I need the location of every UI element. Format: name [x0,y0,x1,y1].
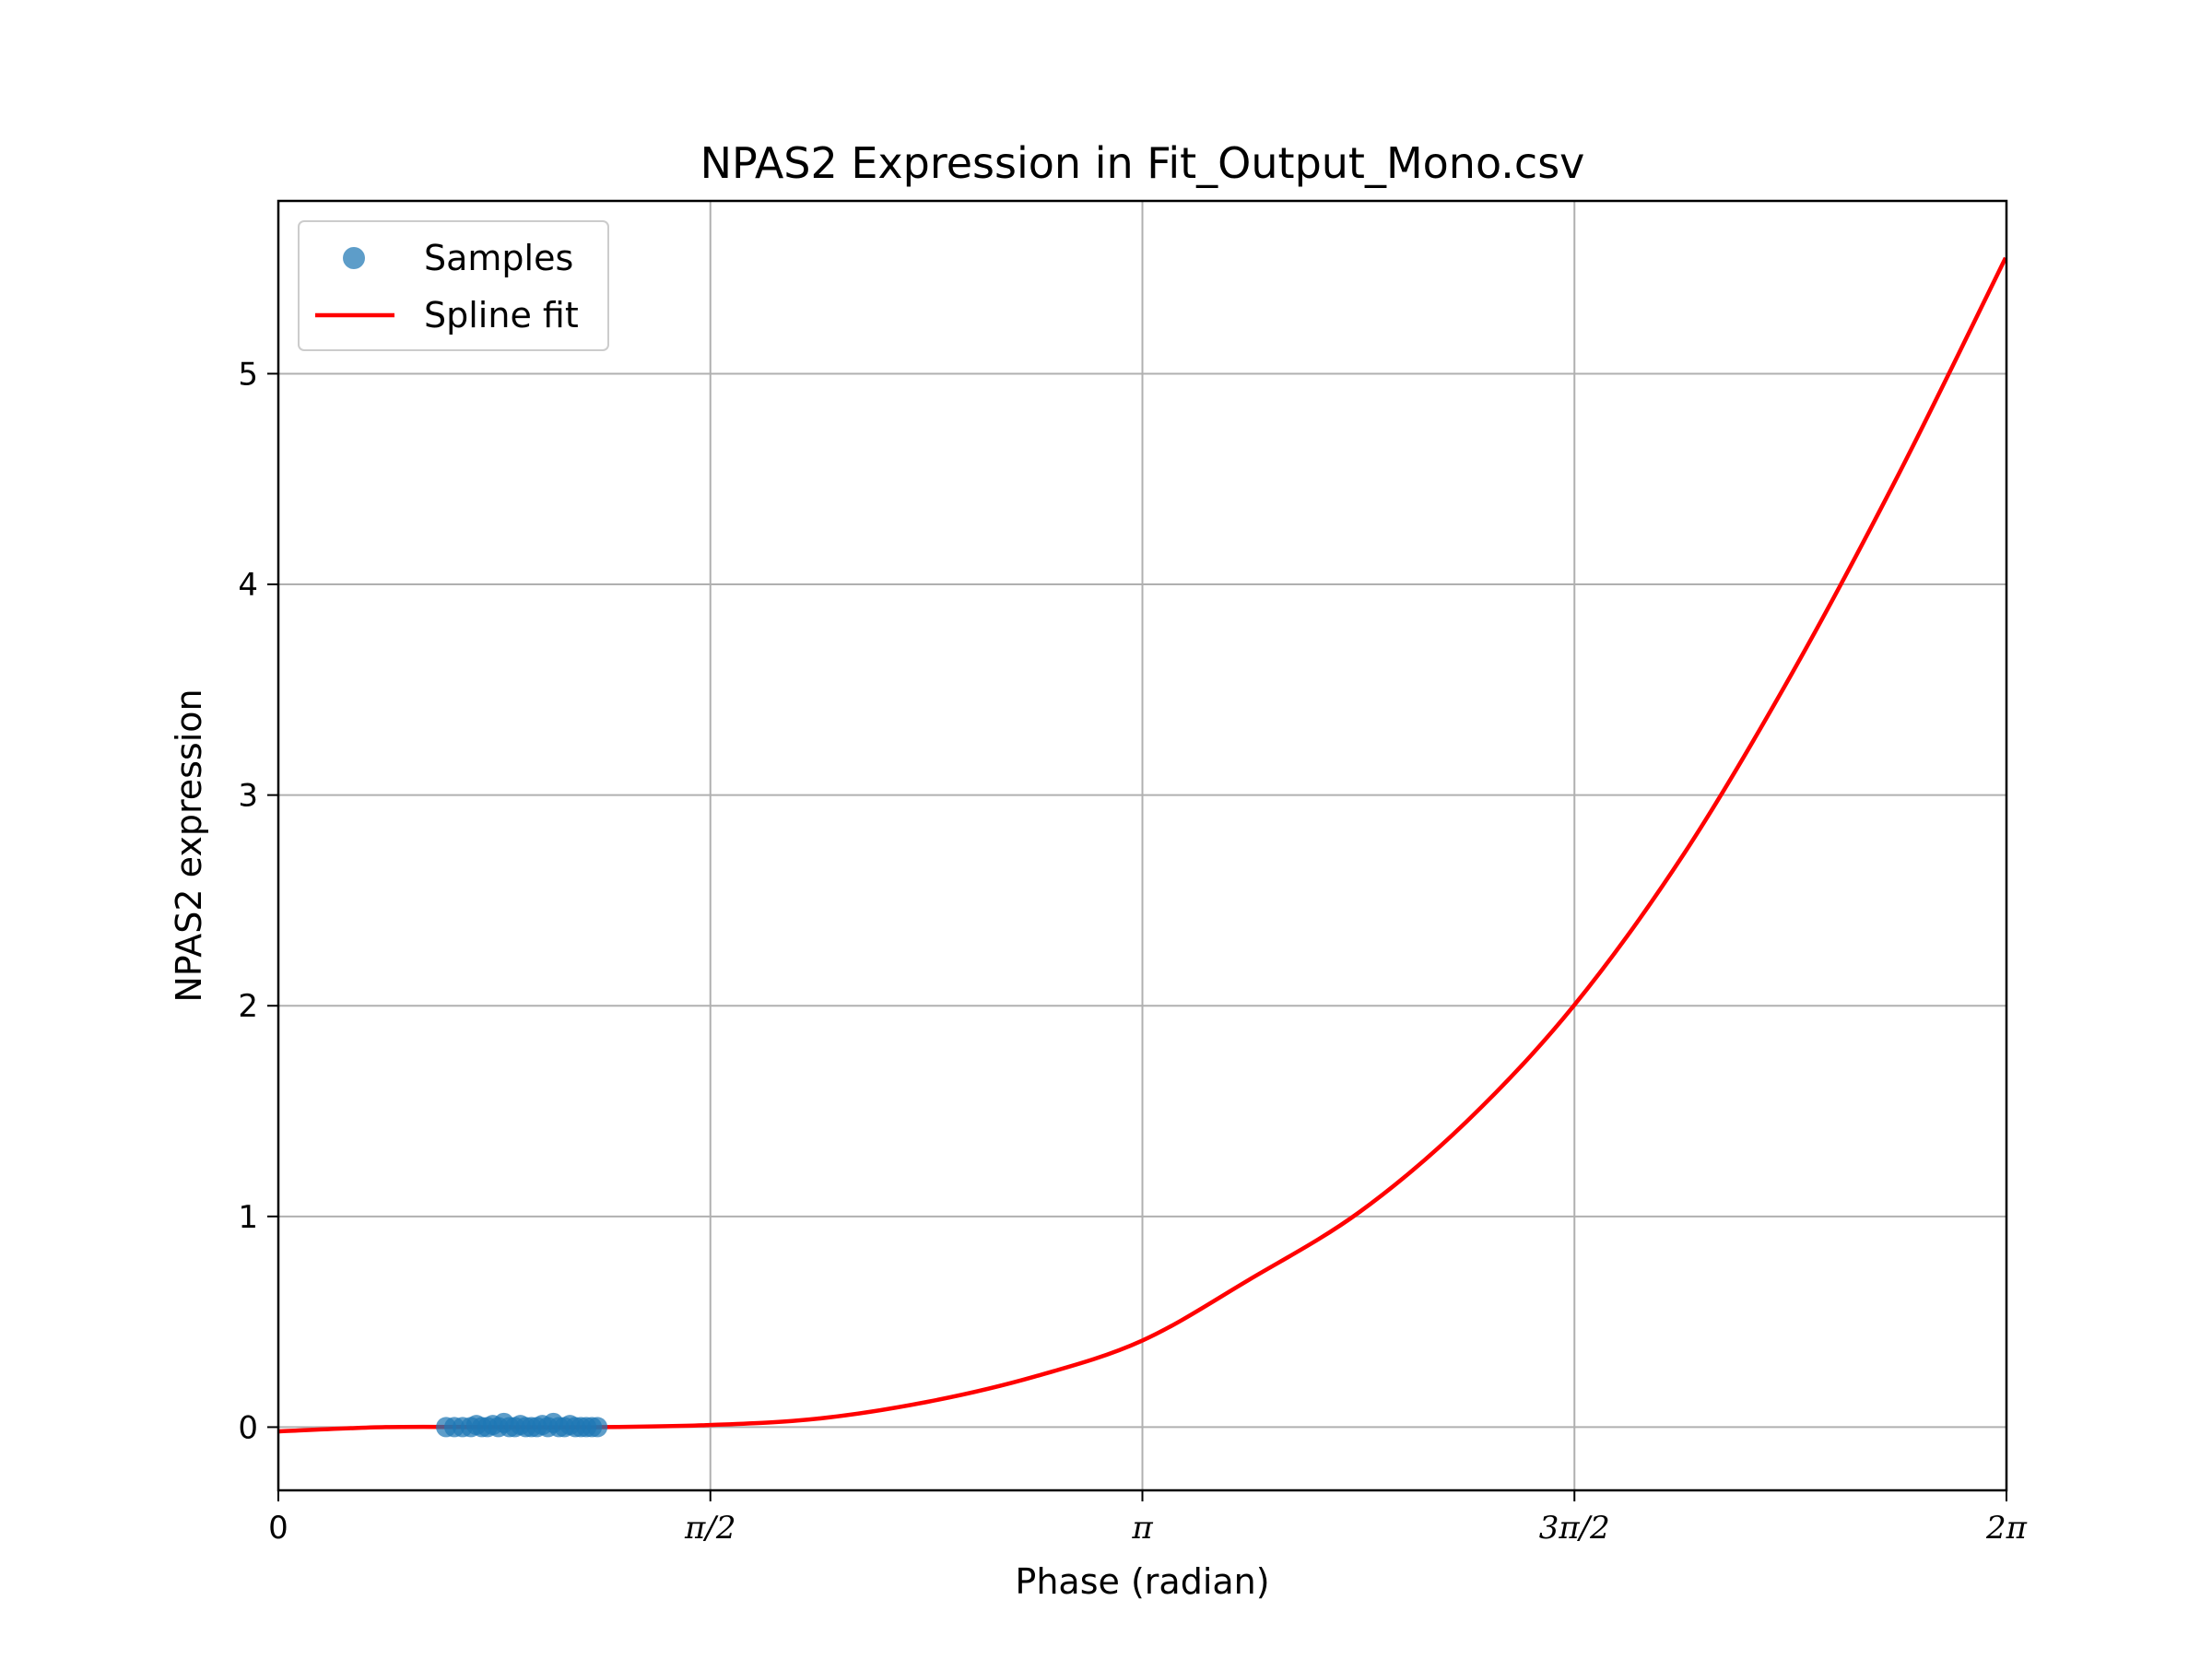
y-tick-label: 1 [238,1199,258,1236]
x-axis-label: Phase (radian) [1015,1561,1269,1602]
y-tick-label: 5 [238,356,258,393]
legend-label: Samples [424,238,573,278]
x-tick-label: 3π/2 [1539,1510,1610,1547]
y-axis-label: NPAS2 expression [169,688,209,1002]
grid [277,201,2007,1490]
plot-area [278,256,2006,1438]
y-tick-label: 3 [238,778,258,815]
y-tick-label: 0 [238,1409,258,1446]
x-tick-label: 0 [268,1510,288,1547]
ticks: 0 π/2 π 3π/2 2π 0 1 2 3 4 5 [238,356,2027,1547]
legend-label: Spline fit [424,295,579,335]
y-tick-label: 2 [238,988,258,1025]
legend: Samples Spline fit [298,220,609,351]
legend-marker-samples [343,247,365,269]
y-tick-label: 4 [238,567,258,604]
legend-box [298,220,609,351]
series-group [278,256,2006,1438]
x-tick-label: π [1131,1510,1153,1547]
chart-title: NPAS2 Expression in Fit_Output_Mono.csv [700,138,1585,188]
x-tick-label: 2π [1985,1510,2028,1547]
sample-point [587,1417,608,1438]
x-tick-label: π/2 [684,1510,735,1547]
